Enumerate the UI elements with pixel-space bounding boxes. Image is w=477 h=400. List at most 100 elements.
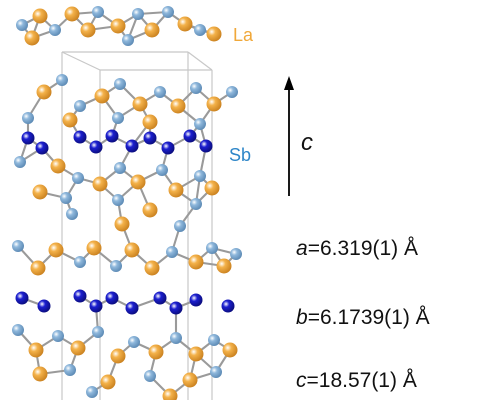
sb-atom xyxy=(66,208,78,220)
la-atom xyxy=(80,22,96,38)
sb-atom xyxy=(92,6,104,18)
la-atom xyxy=(50,158,66,174)
la-atom xyxy=(86,240,102,256)
sb-dark-atom xyxy=(21,131,35,145)
sb-dark-atom xyxy=(199,139,213,153)
la-atom xyxy=(110,18,126,34)
la-atom xyxy=(177,16,193,32)
sb-atom xyxy=(194,118,206,130)
la-atom xyxy=(62,112,78,128)
la-atom xyxy=(216,258,232,274)
la-atom xyxy=(204,180,220,196)
sb-dark-atom xyxy=(73,289,87,303)
la-atom xyxy=(148,344,164,360)
sb-dark-atom xyxy=(105,291,119,305)
la-atom xyxy=(206,96,222,112)
c-axis-arrow xyxy=(284,76,294,196)
la-atom xyxy=(32,366,48,382)
sb-dark-atom xyxy=(153,291,167,305)
la-atom xyxy=(114,216,130,232)
lattice-symbol-b: b xyxy=(296,306,308,329)
la-atom xyxy=(142,114,158,130)
lattice-param-b: b=6.1739(1) Å xyxy=(296,307,430,328)
sb-dark-atom xyxy=(89,140,103,154)
sb-dark-atom xyxy=(89,299,103,313)
sb-atom xyxy=(162,6,174,18)
sb-atom xyxy=(12,324,24,336)
la-atom xyxy=(36,84,52,100)
lattice-param-c: c=18.57(1) Å xyxy=(296,370,417,391)
la-atom xyxy=(206,26,222,42)
la-atom xyxy=(168,182,184,198)
sb-atom xyxy=(174,220,186,232)
sb-atom xyxy=(110,260,122,272)
c-axis-label: c xyxy=(301,129,313,156)
sb-atom xyxy=(114,162,126,174)
sb-dark-atom xyxy=(73,130,87,144)
la-atom xyxy=(188,254,204,270)
la-atom xyxy=(132,96,148,112)
lattice-symbol-a: a xyxy=(296,237,308,260)
sb-atom xyxy=(128,336,140,348)
cell-edge xyxy=(61,51,101,71)
lattice-param-a: a=6.319(1) Å xyxy=(296,238,418,259)
la-atom xyxy=(64,6,80,22)
sb-atom xyxy=(74,256,86,268)
lattice-value-c: =18.57(1) Å xyxy=(306,369,417,392)
sb-atom xyxy=(166,246,178,258)
sb-dark-atom xyxy=(221,299,235,313)
la-atom xyxy=(32,184,48,200)
sb-dark-atom xyxy=(161,141,175,155)
la-atom xyxy=(110,348,126,364)
sb-atom xyxy=(230,248,242,260)
sb-atom xyxy=(194,170,206,182)
la-atom xyxy=(162,388,178,400)
sb-dark-atom xyxy=(183,129,197,143)
sb-atom xyxy=(12,240,24,252)
la-atom xyxy=(70,340,86,356)
sb-dark-atom xyxy=(37,299,51,313)
la-atom xyxy=(144,260,160,276)
la-legend-label: La xyxy=(233,25,254,45)
atom-layer xyxy=(12,6,242,400)
sb-atom xyxy=(132,8,144,20)
sb-atom xyxy=(92,326,104,338)
la-atom xyxy=(28,342,44,358)
la-atom xyxy=(100,374,116,390)
sb-atom xyxy=(194,24,206,36)
sb-atom xyxy=(156,164,168,176)
la-atom xyxy=(48,242,64,258)
sb-atom xyxy=(74,100,86,112)
la-atom xyxy=(182,372,198,388)
sb-atom xyxy=(190,198,202,210)
la-atom xyxy=(124,242,140,258)
sb-atom xyxy=(122,34,134,46)
sb-atom xyxy=(86,386,98,398)
sb-atom xyxy=(190,82,202,94)
sb-dark-atom xyxy=(105,129,119,143)
sb-dark-atom xyxy=(169,301,183,315)
sb-atom xyxy=(52,330,64,342)
la-atom xyxy=(142,202,158,218)
sb-atom xyxy=(210,366,222,378)
sb-atom xyxy=(22,112,34,124)
sb-dark-atom xyxy=(143,131,157,145)
sb-atom xyxy=(49,24,61,36)
sb-dark-atom xyxy=(125,139,139,153)
sb-atom xyxy=(64,364,76,376)
sb-atom xyxy=(56,74,68,86)
lattice-value-a: =6.319(1) Å xyxy=(307,237,419,260)
c-axis-arrowhead xyxy=(284,76,294,90)
sb-atom xyxy=(206,242,218,254)
sb-dark-atom xyxy=(189,293,203,307)
la-atom xyxy=(222,342,238,358)
cell-edge xyxy=(187,51,213,71)
sb-atom xyxy=(112,112,124,124)
sb-atom xyxy=(60,192,72,204)
sb-atom xyxy=(154,86,166,98)
lattice-symbol-c: c xyxy=(296,369,307,392)
sb-atom xyxy=(144,370,156,382)
la-atom xyxy=(32,8,48,24)
la-atom xyxy=(92,176,108,192)
